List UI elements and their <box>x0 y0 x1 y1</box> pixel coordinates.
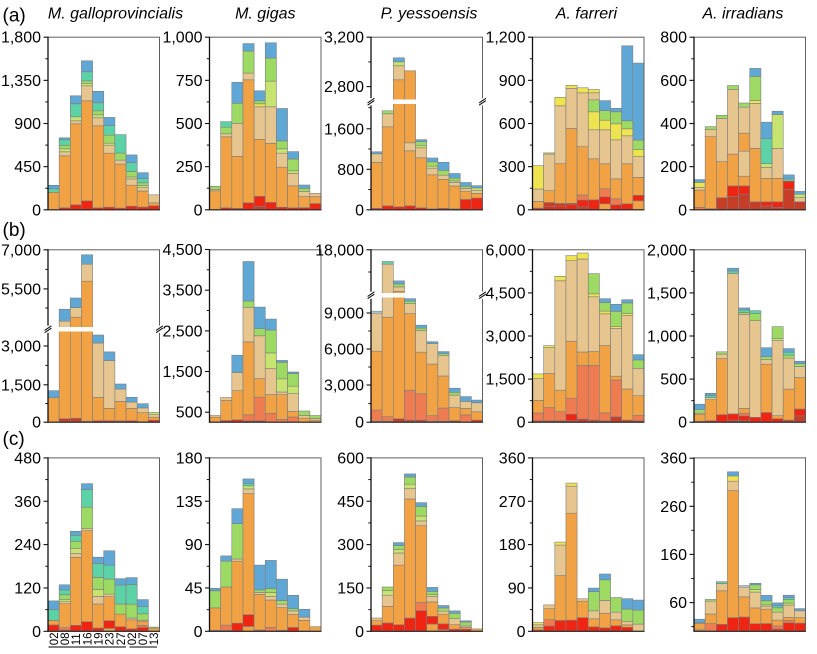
svg-text:800: 800 <box>660 30 687 47</box>
svg-text:90: 90 <box>185 537 203 554</box>
svg-text:500: 500 <box>660 372 687 389</box>
svg-text:A. irradians: A. irradians <box>701 6 783 23</box>
svg-text:1,500: 1,500 <box>1 377 41 394</box>
svg-text:360: 360 <box>499 450 526 467</box>
svg-text:19: 19 <box>93 633 105 646</box>
svg-text:0: 0 <box>194 202 203 219</box>
svg-text:450: 450 <box>337 494 364 511</box>
svg-text:1,500: 1,500 <box>485 372 525 389</box>
svg-text:180: 180 <box>176 450 203 467</box>
svg-text:250: 250 <box>176 159 203 176</box>
svg-text:4,500: 4,500 <box>485 285 525 302</box>
svg-text:(a): (a) <box>3 6 26 27</box>
svg-text:16: 16 <box>82 633 94 646</box>
svg-text:800: 800 <box>337 162 364 179</box>
svg-text:360: 360 <box>660 451 687 468</box>
svg-text:3,000: 3,000 <box>1 339 41 356</box>
svg-text:1,600: 1,600 <box>324 121 364 138</box>
svg-text:3,200: 3,200 <box>324 30 364 47</box>
svg-text:13: 13 <box>149 633 161 646</box>
svg-text:600: 600 <box>499 116 526 133</box>
svg-text:7,000: 7,000 <box>1 242 41 259</box>
svg-text:02: 02 <box>127 633 139 646</box>
svg-text:500: 500 <box>176 116 203 133</box>
svg-text:360: 360 <box>14 494 41 511</box>
svg-text:3,500: 3,500 <box>162 283 202 300</box>
svg-text:1,200: 1,200 <box>485 30 525 47</box>
svg-text:0: 0 <box>678 415 687 432</box>
svg-text:1,000: 1,000 <box>647 329 687 346</box>
svg-text:9,000: 9,000 <box>324 306 364 323</box>
svg-text:1,500: 1,500 <box>162 364 202 381</box>
svg-text:500: 500 <box>176 405 203 422</box>
svg-text:27: 27 <box>116 633 128 646</box>
svg-text:(c): (c) <box>3 429 25 450</box>
svg-text:180: 180 <box>499 537 526 554</box>
svg-text:480: 480 <box>14 450 41 467</box>
svg-text:270: 270 <box>499 494 526 511</box>
svg-text:0: 0 <box>32 415 41 432</box>
svg-text:3,000: 3,000 <box>485 329 525 346</box>
svg-text:160: 160 <box>660 547 687 564</box>
svg-text:1,000: 1,000 <box>162 30 202 47</box>
svg-text:45: 45 <box>185 580 203 597</box>
svg-text:0: 0 <box>32 624 41 641</box>
svg-text:(b): (b) <box>3 220 26 241</box>
svg-text:90: 90 <box>508 580 526 597</box>
svg-text:120: 120 <box>14 580 41 597</box>
svg-text:900: 900 <box>14 116 41 133</box>
svg-text:260: 260 <box>660 499 687 516</box>
svg-text:0: 0 <box>678 202 687 219</box>
svg-text:600: 600 <box>337 450 364 467</box>
svg-text:08: 08 <box>60 633 72 646</box>
svg-text:11: 11 <box>71 633 83 645</box>
svg-text:135: 135 <box>176 494 203 511</box>
svg-text:1,500: 1,500 <box>647 285 687 302</box>
svg-text:200: 200 <box>660 159 687 176</box>
svg-text:0: 0 <box>517 202 526 219</box>
svg-text:2,000: 2,000 <box>647 242 687 259</box>
svg-text:1,350: 1,350 <box>1 73 41 90</box>
svg-text:23: 23 <box>105 633 117 646</box>
svg-text:900: 900 <box>499 73 526 90</box>
svg-text:0: 0 <box>32 202 41 219</box>
svg-text:18,000: 18,000 <box>315 242 364 259</box>
svg-text:M. gigas: M. gigas <box>235 6 295 23</box>
svg-text:240: 240 <box>14 537 41 554</box>
svg-text:0: 0 <box>517 624 526 641</box>
svg-text:60: 60 <box>669 595 687 612</box>
svg-text:P. yessoensis: P. yessoensis <box>381 6 478 23</box>
svg-text:600: 600 <box>660 73 687 90</box>
svg-text:3,000: 3,000 <box>324 378 364 395</box>
svg-text:2,500: 2,500 <box>162 323 202 340</box>
svg-text:400: 400 <box>660 116 687 133</box>
svg-text:02: 02 <box>49 633 61 646</box>
svg-text:0: 0 <box>355 624 364 641</box>
svg-text:750: 750 <box>176 73 203 90</box>
svg-text:300: 300 <box>499 159 526 176</box>
svg-text:07: 07 <box>138 633 150 646</box>
svg-text:0: 0 <box>355 202 364 219</box>
svg-text:6,000: 6,000 <box>485 242 525 259</box>
svg-text:5,500: 5,500 <box>1 281 41 298</box>
svg-text:A. farreri: A. farreri <box>555 6 618 23</box>
svg-text:300: 300 <box>337 537 364 554</box>
svg-text:0: 0 <box>355 415 364 432</box>
svg-text:0: 0 <box>517 415 526 432</box>
svg-text:4,500: 4,500 <box>162 242 202 259</box>
svg-text:0: 0 <box>194 624 203 641</box>
svg-text:6,000: 6,000 <box>324 342 364 359</box>
svg-text:2,800: 2,800 <box>324 79 364 96</box>
svg-text:1,800: 1,800 <box>1 30 41 47</box>
svg-text:450: 450 <box>14 159 41 176</box>
svg-text:150: 150 <box>337 580 364 597</box>
svg-text:M. galloprovincialis: M. galloprovincialis <box>48 6 183 23</box>
